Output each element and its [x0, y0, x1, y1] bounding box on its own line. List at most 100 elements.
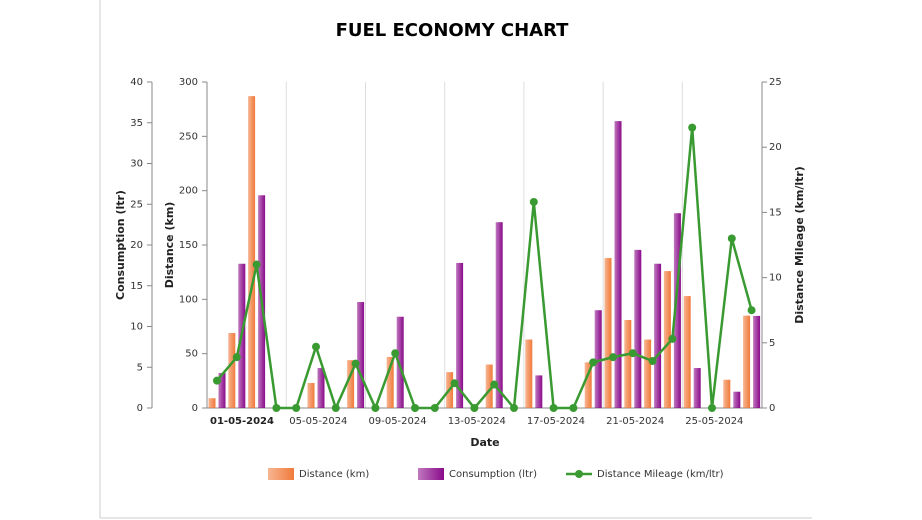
- y-tick-label: 35: [130, 118, 143, 129]
- bar: [683, 296, 691, 408]
- y-tick-label: 25: [130, 199, 143, 210]
- point: [213, 376, 221, 385]
- point: [648, 357, 657, 366]
- point: [351, 359, 360, 368]
- x-tick-label: 09-05-2024: [369, 416, 427, 427]
- bar: [495, 222, 503, 408]
- point: [312, 342, 320, 351]
- chart-title: FUEL ECONOMY CHART: [336, 20, 570, 41]
- y-axis-title: Consumption (ltr): [114, 190, 127, 300]
- y2-tick-label: 150: [179, 240, 198, 251]
- bar: [208, 398, 216, 408]
- point: [252, 260, 261, 269]
- bar: [693, 368, 701, 408]
- bar: [673, 213, 681, 408]
- bar: [654, 263, 662, 408]
- point: [529, 197, 538, 206]
- legend-label: Distance Mileage (km/ltr): [597, 469, 724, 480]
- point: [688, 123, 697, 132]
- y-tick-label: 30: [130, 159, 143, 170]
- point: [292, 404, 301, 412]
- point: [589, 358, 598, 367]
- point: [232, 353, 241, 362]
- point: [628, 349, 637, 358]
- bar: [357, 302, 365, 408]
- bar: [753, 315, 761, 408]
- y2-axis-title: Distance (km): [163, 202, 176, 289]
- bar: [604, 258, 612, 408]
- bar: [317, 368, 325, 408]
- legend-swatch: [575, 470, 583, 478]
- y-tick-label: 15: [130, 281, 143, 292]
- y-tick-label: 20: [130, 240, 143, 251]
- point: [371, 404, 380, 412]
- y3-axis-title: Distance Mileage (km/ltr): [793, 166, 806, 324]
- legend-label: Consumption (ltr): [449, 469, 537, 480]
- point: [430, 404, 439, 412]
- bar: [307, 383, 315, 408]
- legend-label: Distance (km): [299, 469, 369, 480]
- bar: [644, 339, 652, 408]
- y2-tick-label: 100: [179, 294, 198, 305]
- y2-tick-label: 300: [179, 77, 198, 88]
- y3-tick-label: 10: [769, 273, 782, 284]
- point: [450, 379, 459, 388]
- bar: [594, 310, 602, 408]
- y-tick-label: 0: [137, 403, 143, 414]
- bar: [248, 96, 256, 409]
- bar: [218, 372, 226, 408]
- y3-tick-label: 5: [769, 338, 775, 349]
- y3-tick-label: 25: [769, 77, 782, 88]
- bar: [723, 379, 731, 408]
- point: [609, 353, 617, 362]
- point: [569, 404, 578, 412]
- point: [727, 234, 736, 243]
- x-tick-label: 05-05-2024: [289, 416, 347, 427]
- x-tick-label: 13-05-2024: [448, 416, 506, 427]
- bar: [535, 375, 543, 408]
- bar: [584, 362, 592, 408]
- y3-tick-label: 15: [769, 207, 782, 218]
- point: [272, 404, 281, 412]
- x-tick-label: 01-05-2024: [210, 416, 274, 427]
- bar: [485, 364, 493, 408]
- x-tick-label: 17-05-2024: [527, 416, 585, 427]
- point: [490, 380, 499, 389]
- x-tick-label: 25-05-2024: [685, 416, 743, 427]
- point: [470, 404, 479, 412]
- bar: [456, 262, 464, 408]
- bar: [743, 315, 751, 408]
- y2-tick-label: 250: [179, 131, 198, 142]
- point: [668, 334, 677, 343]
- x-tick-label: 21-05-2024: [606, 416, 664, 427]
- y-tick-label: 10: [130, 322, 143, 333]
- line: [216, 127, 753, 412]
- point: [391, 349, 400, 358]
- bar: [386, 356, 394, 408]
- bar: [228, 333, 236, 408]
- y2-tick-label: 50: [185, 349, 198, 360]
- point: [708, 404, 716, 412]
- point: [411, 404, 419, 412]
- bar: [396, 316, 404, 408]
- bar: [525, 339, 533, 408]
- bar: [733, 391, 741, 408]
- bar: [624, 319, 632, 408]
- bar: [614, 121, 622, 409]
- bar: [663, 271, 671, 408]
- point: [331, 404, 340, 412]
- legend-swatch: [418, 468, 444, 480]
- point: [549, 404, 558, 412]
- y3-tick-label: 20: [769, 142, 782, 153]
- y2-tick-label: 200: [179, 186, 198, 197]
- bar: [634, 249, 642, 408]
- point: [510, 404, 518, 412]
- y-tick-label: 40: [130, 77, 143, 88]
- y-tick-label: 5: [137, 362, 143, 373]
- point: [747, 306, 756, 315]
- legend-swatch: [268, 468, 294, 480]
- x-axis-title: Date: [470, 436, 499, 449]
- y2-tick-label: 0: [192, 403, 198, 414]
- y3-tick-label: 0: [769, 403, 775, 414]
